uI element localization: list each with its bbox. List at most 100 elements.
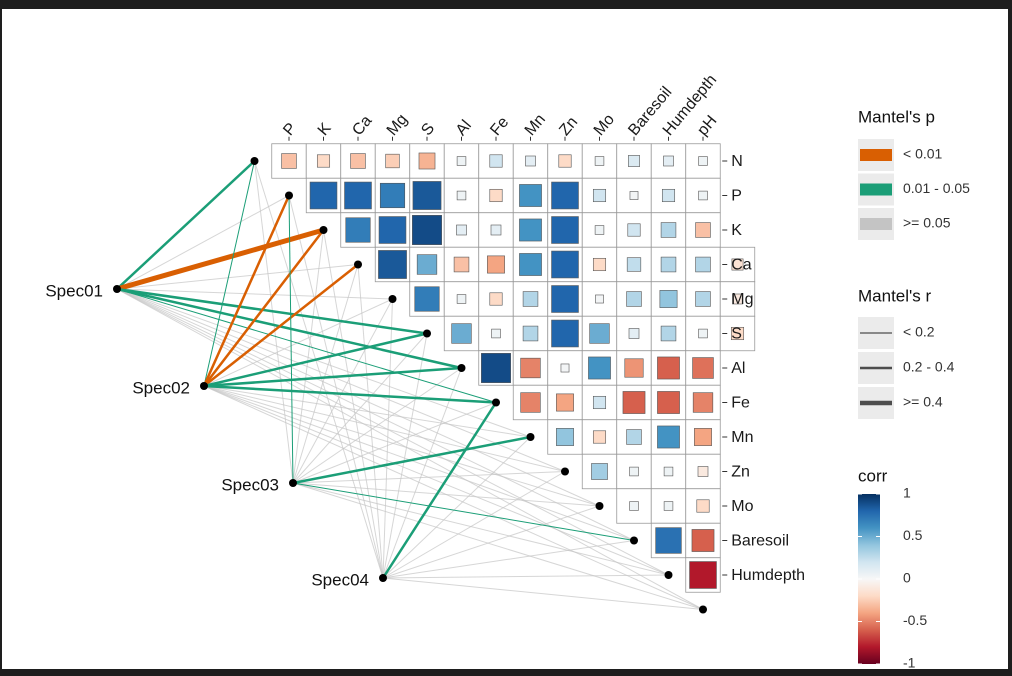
corr-square — [689, 561, 717, 589]
mantel-link — [203, 385, 704, 610]
corr-square — [592, 395, 607, 410]
corr-square — [489, 154, 503, 168]
legend-label: < 0.2 — [903, 324, 935, 340]
corr-square — [663, 155, 674, 167]
corr-square — [551, 285, 579, 313]
mantel-link — [292, 298, 393, 484]
mantel-link — [288, 195, 384, 579]
colorbar-label: -1 — [903, 655, 916, 671]
corr-square — [525, 155, 536, 167]
corr-square — [551, 216, 579, 244]
mantel-link — [382, 505, 600, 579]
corr-square — [660, 325, 677, 342]
mantel-link — [382, 577, 704, 610]
mantel-link — [203, 385, 566, 472]
row-label: Mo — [731, 498, 753, 515]
spec-label: Spec01 — [45, 281, 103, 300]
corr-square — [626, 257, 642, 272]
corr-square — [519, 218, 542, 242]
mantel-link — [292, 333, 428, 484]
mantel-link — [203, 384, 497, 404]
corr-square — [659, 290, 678, 308]
corr-square — [556, 393, 574, 412]
legend-swatch — [860, 218, 892, 230]
mantel-link — [382, 471, 566, 579]
corr-square — [481, 353, 511, 383]
corr-square — [316, 154, 331, 168]
mantel-link — [292, 435, 531, 485]
corr-square — [660, 222, 677, 238]
corr-square — [592, 430, 607, 444]
mantel-link — [116, 288, 566, 472]
row-label: Humdepth — [731, 567, 805, 584]
mantel-link — [203, 385, 635, 541]
mantel-link — [288, 195, 294, 484]
env-point — [250, 157, 259, 165]
corr-square — [344, 181, 372, 210]
cell-frame — [512, 177, 549, 214]
legend-label: >= 0.4 — [903, 394, 943, 410]
corr-square — [695, 291, 711, 307]
legend-label: < 0.01 — [903, 146, 943, 162]
env-point — [285, 191, 293, 200]
corr-square — [594, 225, 605, 235]
legend-label: >= 0.05 — [903, 215, 951, 231]
mantel-link — [203, 385, 669, 576]
corr-square — [660, 256, 677, 273]
mantel-link — [203, 385, 531, 438]
mantel-link — [116, 264, 359, 290]
corr-square — [489, 292, 503, 306]
colorbar-label: 1 — [903, 485, 911, 501]
row-label: Zn — [731, 464, 750, 481]
corr-square — [692, 392, 714, 413]
mantel-link — [203, 332, 428, 388]
corr-square — [698, 328, 708, 339]
env-point — [561, 467, 569, 476]
corr-square — [522, 291, 539, 307]
mantel-link — [357, 264, 384, 579]
env-point — [457, 364, 466, 372]
legend-swatch — [860, 149, 892, 161]
corr-square — [453, 256, 470, 273]
legend-swatch — [860, 183, 892, 196]
env-point — [354, 260, 362, 269]
mantel-link — [116, 160, 256, 290]
mantel-link — [292, 482, 600, 507]
mantel-link — [292, 482, 704, 610]
mantel-link — [116, 288, 704, 610]
corr-square — [663, 466, 674, 477]
spec-point — [379, 574, 387, 582]
mantel-link — [254, 160, 294, 484]
corr-square — [378, 250, 407, 279]
colorbar-label: -0.5 — [903, 612, 927, 628]
corr-square — [731, 258, 744, 271]
spec-label: Spec04 — [311, 570, 369, 589]
mantel-link — [203, 160, 255, 387]
corr-square — [698, 156, 708, 166]
corr-square — [694, 428, 712, 446]
corr-square — [730, 326, 745, 341]
corr-square — [657, 391, 680, 414]
mantel-link — [203, 229, 325, 387]
row-label: K — [731, 222, 742, 239]
colorbar-label: 0 — [903, 570, 911, 586]
env-point — [630, 536, 638, 545]
corr-square — [519, 253, 542, 276]
mantel-link — [203, 263, 359, 387]
corr-square — [594, 156, 605, 166]
corr-square — [629, 466, 639, 477]
corr-square — [414, 286, 440, 312]
mantel-link — [203, 385, 600, 507]
corr-square — [309, 181, 338, 210]
row-label: Baresoil — [731, 533, 789, 550]
env-point — [319, 226, 328, 234]
corr-square — [551, 250, 579, 279]
legend-label: 0.2 - 0.4 — [903, 359, 955, 375]
colorbar — [858, 494, 880, 664]
corr-square — [629, 501, 639, 511]
mantel-link — [116, 288, 600, 507]
mantel-link — [292, 402, 497, 484]
mantel-link — [116, 288, 669, 576]
